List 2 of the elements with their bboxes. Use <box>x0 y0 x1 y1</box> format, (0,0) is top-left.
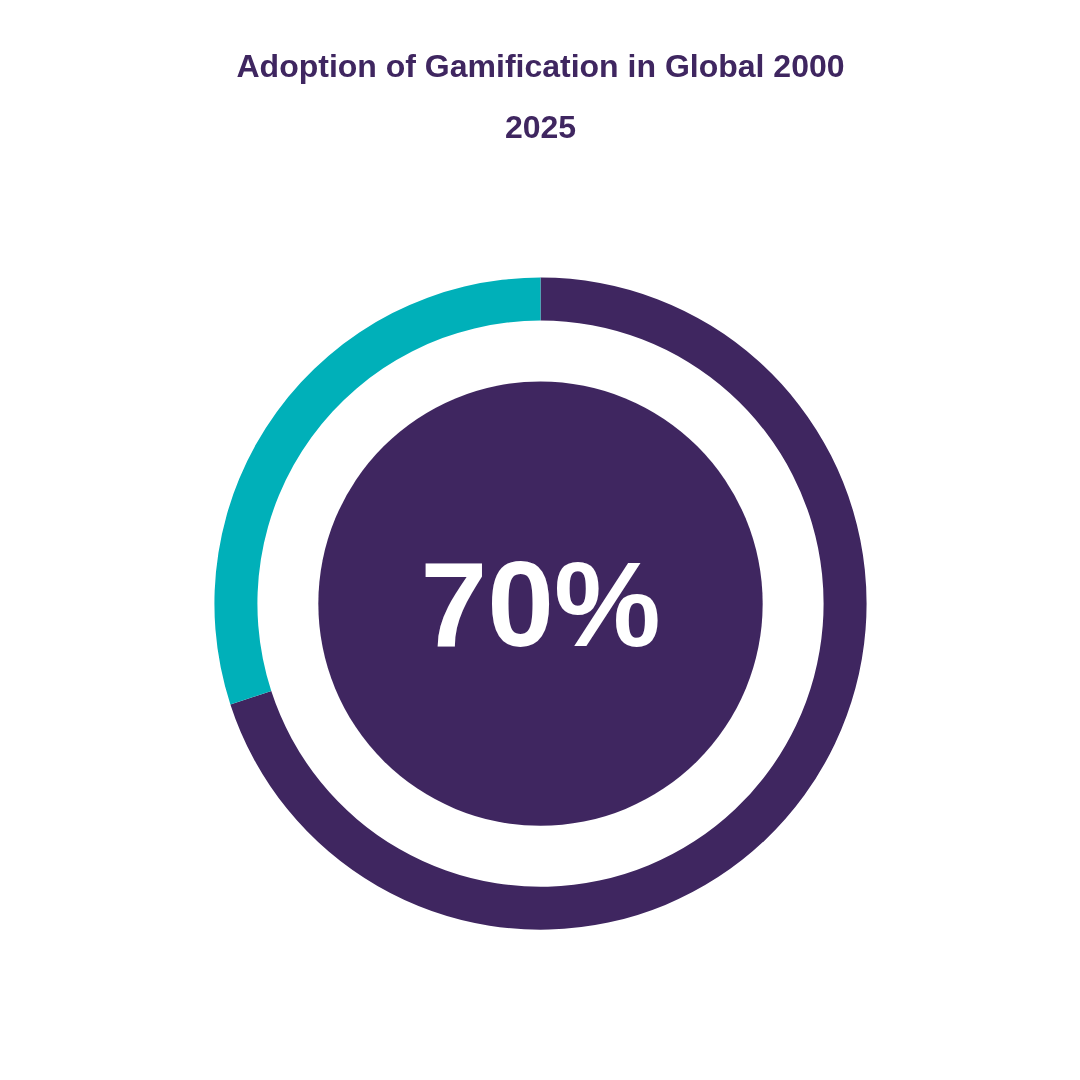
chart-title: Adoption of Gamification in Global 2000 2025 <box>236 48 845 146</box>
text: 70% <box>420 536 661 671</box>
